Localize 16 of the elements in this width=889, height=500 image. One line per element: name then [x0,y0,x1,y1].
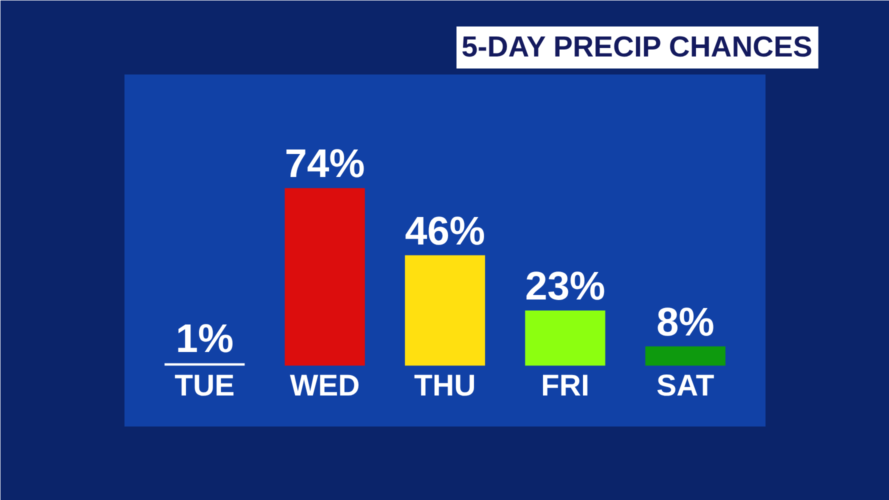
bar [404,255,486,366]
data-label: 8% [656,300,714,344]
data-label: 46% [404,209,486,254]
x-tick-label: TUE [174,370,235,403]
data-label: 23% [525,264,606,308]
data-label: 74% [284,142,365,186]
x-tick-label: FRI [541,370,590,403]
bar [284,188,365,366]
bar [525,310,606,366]
bar [164,363,245,366]
x-tick-label: WED [290,370,360,403]
x-tick-label: THU [414,370,476,403]
data-label: 1% [176,317,234,362]
x-tick-label: SAT [656,370,714,403]
bar [645,346,726,366]
chart-title: 5-DAY PRECIP CHANCES [462,32,812,64]
